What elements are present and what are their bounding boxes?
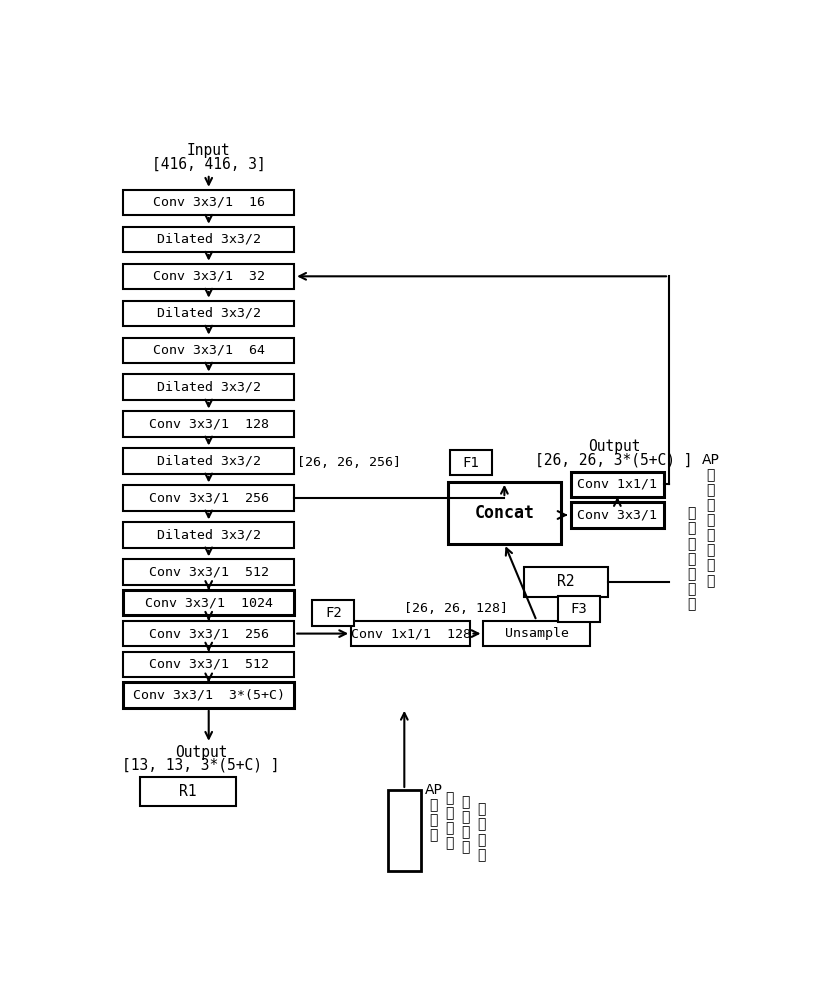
- FancyBboxPatch shape: [123, 227, 294, 252]
- Text: Conv 3x3/1  16: Conv 3x3/1 16: [152, 196, 265, 209]
- Text: 失
函
数
反: 失 函 数 反: [446, 791, 454, 850]
- FancyBboxPatch shape: [123, 448, 294, 474]
- FancyBboxPatch shape: [123, 411, 294, 437]
- FancyBboxPatch shape: [571, 472, 664, 497]
- FancyBboxPatch shape: [387, 790, 421, 871]
- Text: Conv 3x3/1  64: Conv 3x3/1 64: [152, 344, 265, 357]
- Text: F3: F3: [571, 602, 587, 616]
- FancyBboxPatch shape: [123, 301, 294, 326]
- Text: F2: F2: [325, 606, 342, 620]
- FancyBboxPatch shape: [571, 502, 664, 528]
- Text: Output: Output: [175, 745, 227, 760]
- Text: Dilated 3x3/2: Dilated 3x3/2: [157, 381, 261, 394]
- FancyBboxPatch shape: [450, 450, 491, 475]
- Text: 传
播
，
更
新
参
数: 传 播 ， 更 新 参 数: [687, 507, 696, 611]
- Text: AP
导
向
损
失
函
数
反
向: AP 导 向 损 失 函 数 反 向: [702, 453, 720, 588]
- FancyBboxPatch shape: [557, 596, 600, 622]
- Text: Conv 3x3/1  1024: Conv 3x3/1 1024: [145, 596, 272, 609]
- Text: Conv 3x3/1  128: Conv 3x3/1 128: [149, 418, 269, 431]
- Text: Concat: Concat: [474, 504, 535, 522]
- FancyBboxPatch shape: [123, 559, 294, 585]
- Text: Conv 3x3/1  512: Conv 3x3/1 512: [149, 658, 269, 671]
- Text: 更
新
参
数: 更 新 参 数: [477, 803, 486, 862]
- Text: Input: Input: [187, 143, 231, 158]
- FancyBboxPatch shape: [123, 338, 294, 363]
- Text: Conv 3x3/1  32: Conv 3x3/1 32: [152, 270, 265, 283]
- Text: [26, 26, 128]: [26, 26, 128]: [404, 602, 507, 615]
- Text: [26, 26, 256]: [26, 26, 256]: [297, 456, 402, 469]
- Text: R1: R1: [179, 784, 197, 799]
- Text: R2: R2: [557, 574, 575, 589]
- FancyBboxPatch shape: [123, 374, 294, 400]
- FancyBboxPatch shape: [351, 621, 471, 646]
- Text: [13, 13, 3*(5+C) ]: [13, 13, 3*(5+C) ]: [122, 758, 280, 773]
- Text: AP
导
向
损: AP 导 向 损: [425, 783, 442, 843]
- Text: [26, 26, 3*(5+C) ]: [26, 26, 3*(5+C) ]: [536, 453, 693, 468]
- Text: Unsample: Unsample: [505, 627, 569, 640]
- FancyBboxPatch shape: [123, 621, 294, 646]
- Text: Dilated 3x3/2: Dilated 3x3/2: [157, 233, 261, 246]
- FancyBboxPatch shape: [448, 482, 561, 544]
- Text: Conv 1x1/1  128: Conv 1x1/1 128: [351, 627, 471, 640]
- Text: [416, 416, 3]: [416, 416, 3]: [152, 157, 266, 172]
- Text: Dilated 3x3/2: Dilated 3x3/2: [157, 455, 261, 468]
- Text: Conv 3x3/1  256: Conv 3x3/1 256: [149, 627, 269, 640]
- Text: Conv 3x3/1  256: Conv 3x3/1 256: [149, 492, 269, 505]
- Text: Conv 3x3/1  512: Conv 3x3/1 512: [149, 565, 269, 578]
- FancyBboxPatch shape: [123, 682, 294, 708]
- Text: Dilated 3x3/2: Dilated 3x3/2: [157, 307, 261, 320]
- Text: F1: F1: [462, 456, 479, 470]
- FancyBboxPatch shape: [123, 264, 294, 289]
- FancyBboxPatch shape: [123, 190, 294, 215]
- Text: Conv 1x1/1: Conv 1x1/1: [577, 478, 657, 491]
- FancyBboxPatch shape: [524, 567, 607, 597]
- FancyBboxPatch shape: [140, 777, 237, 806]
- FancyBboxPatch shape: [123, 522, 294, 548]
- Text: 向
传
播
，: 向 传 播 ，: [461, 795, 470, 854]
- Text: Output: Output: [588, 439, 641, 454]
- Text: Dilated 3x3/2: Dilated 3x3/2: [157, 529, 261, 542]
- Text: Conv 3x3/1  3*(5+C): Conv 3x3/1 3*(5+C): [132, 689, 285, 702]
- FancyBboxPatch shape: [312, 600, 354, 626]
- FancyBboxPatch shape: [123, 590, 294, 615]
- FancyBboxPatch shape: [123, 485, 294, 511]
- FancyBboxPatch shape: [483, 621, 590, 646]
- FancyBboxPatch shape: [123, 652, 294, 677]
- Text: Conv 3x3/1: Conv 3x3/1: [577, 509, 657, 522]
